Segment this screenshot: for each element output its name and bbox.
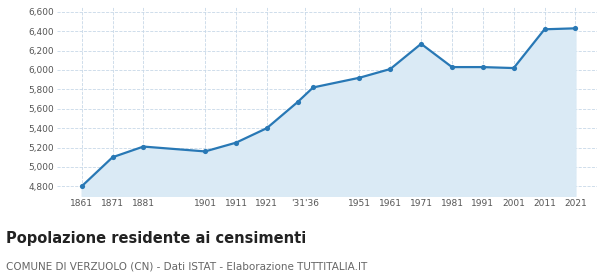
Point xyxy=(139,144,148,149)
Point xyxy=(293,100,302,104)
Point xyxy=(385,67,395,71)
Point xyxy=(77,184,86,188)
Point xyxy=(262,126,272,130)
Point xyxy=(509,66,518,70)
Point xyxy=(355,76,364,80)
Point xyxy=(540,27,550,32)
Point xyxy=(200,149,210,154)
Point xyxy=(571,26,580,31)
Text: Popolazione residente ai censimenti: Popolazione residente ai censimenti xyxy=(6,231,306,246)
Point xyxy=(416,42,426,46)
Text: COMUNE DI VERZUOLO (CN) - Dati ISTAT - Elaborazione TUTTITALIA.IT: COMUNE DI VERZUOLO (CN) - Dati ISTAT - E… xyxy=(6,262,367,272)
Point xyxy=(478,65,488,69)
Point xyxy=(231,141,241,145)
Point xyxy=(308,85,318,90)
Point xyxy=(447,65,457,69)
Point xyxy=(108,155,118,160)
